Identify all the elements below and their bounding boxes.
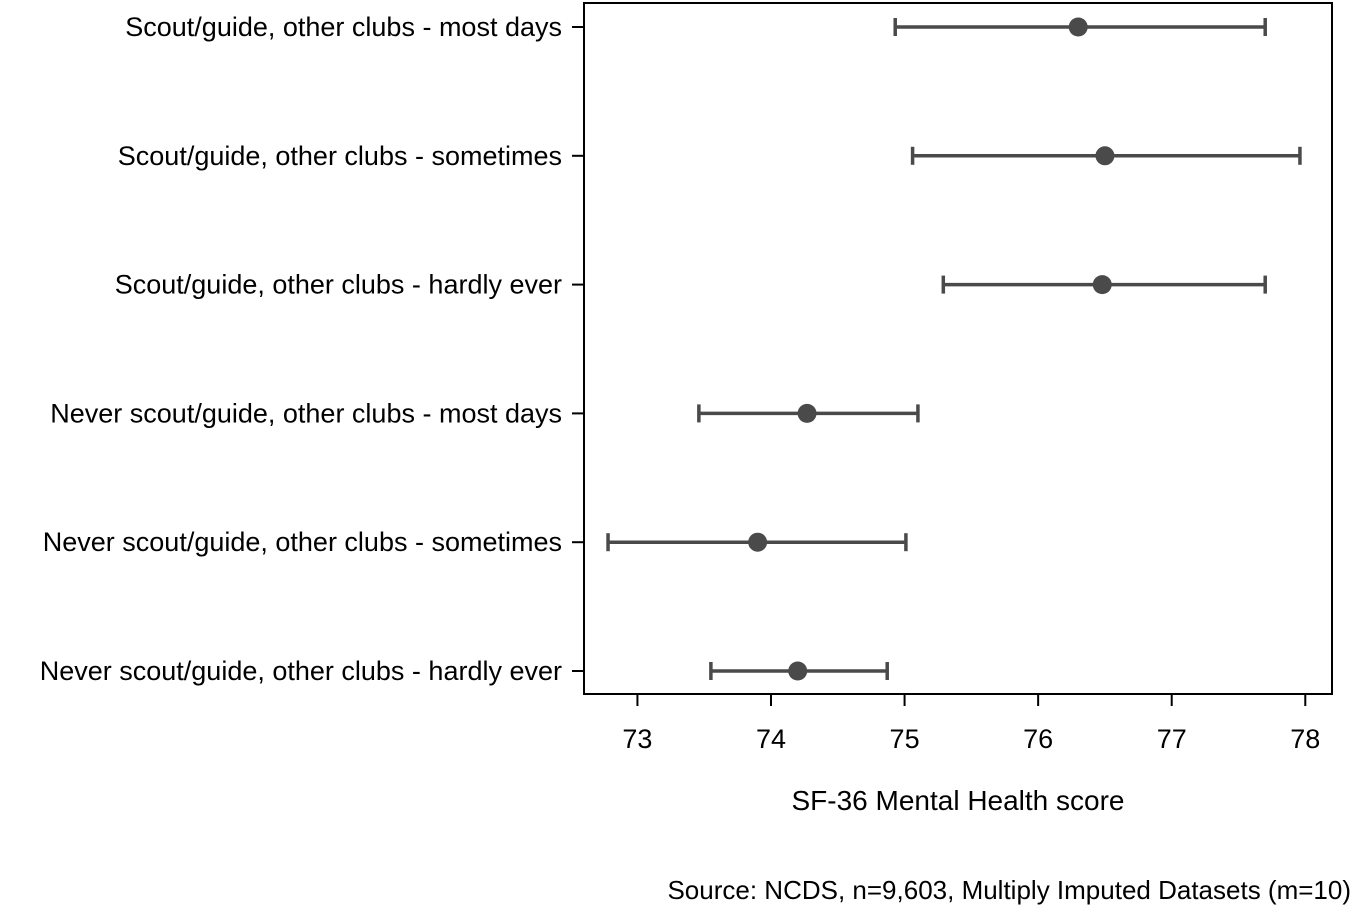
category-label: Never scout/guide, other clubs - sometim…	[43, 527, 562, 557]
x-tick-label: 78	[1290, 724, 1320, 754]
estimate-point	[1068, 17, 1088, 37]
plot-area-frame	[583, 2, 1333, 695]
estimate-point	[797, 403, 817, 423]
category-label: Never scout/guide, other clubs - most da…	[50, 398, 562, 428]
estimate-point	[1092, 275, 1112, 295]
x-tick-label: 76	[1023, 724, 1053, 754]
x-axis: 73 74 75 76 77 78	[622, 694, 1320, 754]
x-tick-label: 77	[1157, 724, 1187, 754]
x-tick-label: 74	[756, 724, 786, 754]
category-label: Scout/guide, other clubs - most days	[125, 12, 562, 42]
category-label: Never scout/guide, other clubs - hardly …	[40, 656, 562, 686]
x-tick-label: 75	[890, 724, 920, 754]
x-axis-title: SF-36 Mental Health score	[791, 785, 1124, 816]
estimate-point	[788, 661, 808, 681]
x-tick-label: 73	[622, 724, 652, 754]
estimate-point	[1095, 146, 1115, 166]
category-label: Scout/guide, other clubs - sometimes	[118, 141, 562, 171]
y-axis: Scout/guide, other clubs - most days Scou…	[40, 12, 584, 686]
estimates-series	[606, 17, 1302, 681]
category-label: Scout/guide, other clubs - hardly ever	[115, 270, 562, 300]
source-note: Source: NCDS, n=9,603, Multiply Imputed …	[667, 875, 1351, 905]
estimate-point	[748, 532, 768, 552]
